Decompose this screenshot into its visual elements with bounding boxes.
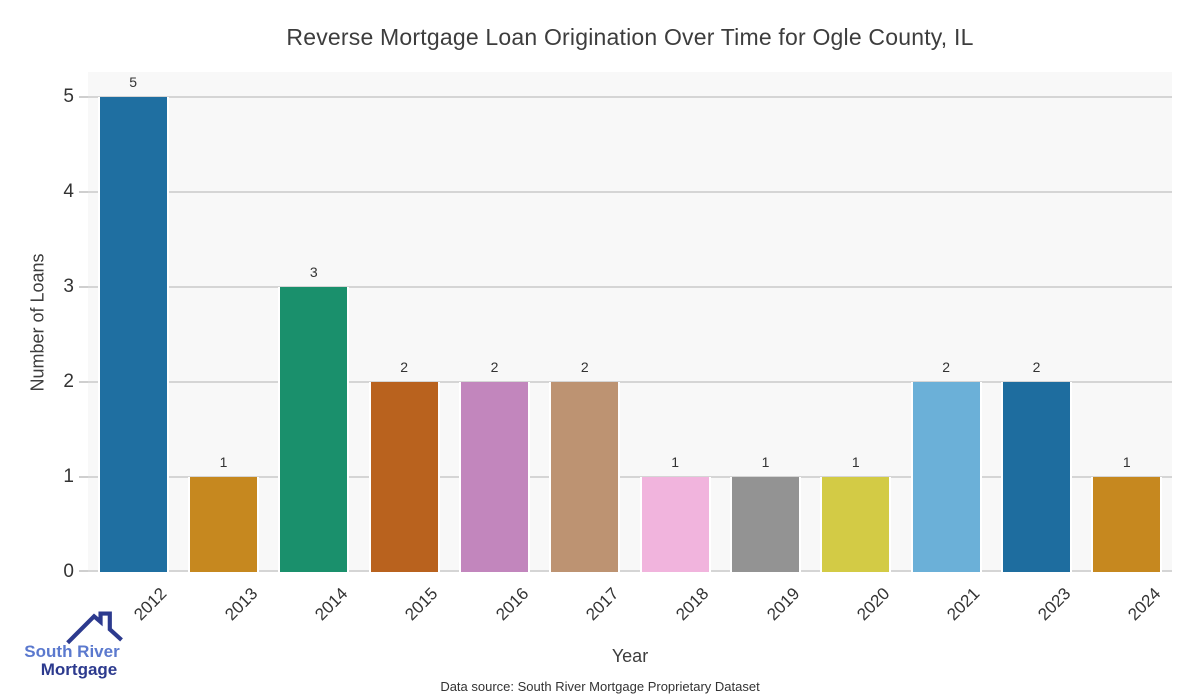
bar: [1001, 382, 1072, 572]
bar: [278, 287, 350, 572]
bar-value-label: 2: [490, 359, 499, 375]
bar: [549, 382, 621, 572]
x-axis-tick-label: 2021: [943, 584, 984, 625]
x-axis-tick-label: 2015: [401, 584, 442, 625]
x-axis-tick-label: 2020: [853, 584, 894, 625]
bar-value-label: 2: [942, 359, 951, 375]
logo-text-line1: South River: [24, 642, 120, 661]
gridline: [88, 96, 1172, 98]
gridline: [88, 286, 1172, 288]
y-axis-tick: [79, 286, 88, 288]
bar: [730, 477, 801, 572]
bar: [188, 477, 259, 572]
x-axis-tick-label: 2024: [1124, 584, 1165, 625]
bar-value-label: 1: [671, 454, 680, 470]
x-axis-tick-label: 2019: [762, 584, 803, 625]
bar: [368, 382, 440, 572]
y-axis-tick-label: 2: [63, 371, 74, 392]
x-axis-tick-label: 2013: [220, 584, 261, 625]
x-axis-tick-label: 2016: [491, 584, 532, 625]
gridline: [88, 476, 1172, 478]
y-axis-tick-label: 5: [63, 86, 74, 107]
y-axis-tick-label: 0: [63, 561, 74, 582]
bar-value-label: 2: [1032, 359, 1041, 375]
gridline: [88, 570, 1172, 572]
chart-title: Reverse Mortgage Loan Origination Over T…: [286, 24, 974, 50]
bar: [910, 382, 982, 572]
y-axis: 0 1 2 3 4 5: [0, 72, 88, 582]
bar-value-label: 3: [309, 264, 318, 280]
bar-value-label: 2: [580, 359, 589, 375]
bar: [820, 477, 892, 572]
logo: South River Mortgage: [16, 608, 128, 679]
logo-text-line2: Mortgage: [40, 660, 118, 679]
x-axis-tick-label: 2014: [311, 584, 352, 625]
logo-house-icon: [66, 611, 123, 645]
bar-value-label: 1: [851, 454, 860, 470]
x-axis-tick-label: 2017: [582, 584, 623, 625]
bar: [459, 382, 530, 572]
y-axis-tick: [79, 476, 88, 478]
bar-value-label: 5: [129, 74, 138, 90]
y-axis-tick: [79, 381, 88, 383]
source-note: Data source: South River Mortgage Propri…: [440, 679, 760, 694]
x-axis-tick-label: 2023: [1033, 584, 1074, 625]
y-axis-tick-label: 3: [63, 276, 74, 297]
x-axis-tick-label: 2018: [672, 584, 713, 625]
bar-value-label: 1: [219, 454, 228, 470]
y-axis-tick: [79, 191, 88, 193]
y-axis-tick: [79, 96, 88, 98]
bar-value-label: 2: [400, 359, 409, 375]
bar: [1091, 477, 1163, 572]
gridline: [88, 381, 1172, 383]
gridline: [88, 191, 1172, 193]
bar-value-label: 1: [761, 454, 770, 470]
plot-area: 5 1 3 2 2 2 1 1 1 2 2 1: [88, 72, 1172, 572]
bar: [639, 477, 711, 572]
x-axis-title: Year: [611, 646, 649, 666]
bar-value-label: 1: [1122, 454, 1131, 470]
x-axis-tick-label: 2012: [130, 584, 171, 625]
x-axis: 2012 2013 2014 2015 2016 2017 2018 2019 2020 2021…: [88, 572, 1172, 644]
y-axis-tick-label: 4: [63, 181, 74, 202]
y-axis-tick-label: 1: [63, 466, 74, 487]
bar: [97, 97, 169, 572]
y-axis-tick: [79, 570, 88, 572]
